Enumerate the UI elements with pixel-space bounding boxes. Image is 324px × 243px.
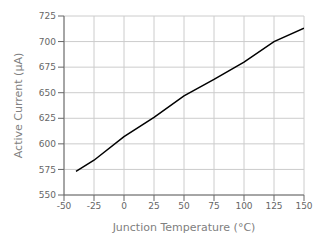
svg-text:600: 600	[39, 139, 56, 149]
svg-text:100: 100	[235, 201, 252, 211]
svg-text:0: 0	[121, 201, 127, 211]
svg-text:550: 550	[39, 190, 56, 200]
svg-text:150: 150	[295, 201, 312, 211]
svg-text:625: 625	[39, 113, 56, 123]
svg-text:-25: -25	[87, 201, 102, 211]
svg-text:650: 650	[39, 88, 56, 98]
svg-text:50: 50	[178, 201, 190, 211]
svg-text:675: 675	[39, 62, 56, 72]
svg-text:Junction Temperature (°C): Junction Temperature (°C)	[112, 221, 256, 234]
svg-text:25: 25	[148, 201, 159, 211]
svg-text:Active Current (µA): Active Current (µA)	[12, 53, 25, 158]
svg-text:-50: -50	[57, 201, 72, 211]
svg-text:575: 575	[39, 165, 56, 175]
svg-text:75: 75	[208, 201, 219, 211]
svg-text:700: 700	[39, 37, 56, 47]
svg-text:125: 125	[265, 201, 282, 211]
svg-text:725: 725	[39, 11, 56, 21]
